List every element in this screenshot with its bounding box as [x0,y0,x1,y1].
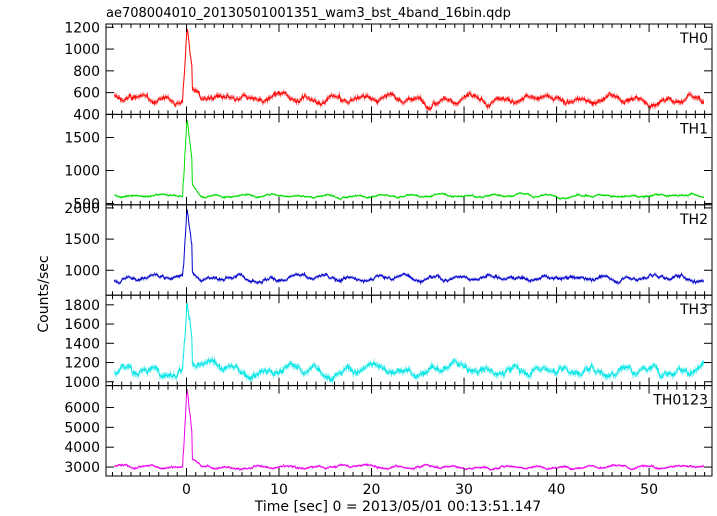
y-tick-label: 1400 [64,336,100,352]
series-th2 [113,209,704,286]
panel-th2: 1000 1500 2000 TH2 [64,201,713,296]
panel-label: TH1 [679,121,708,137]
y-tick-label: 1000 [64,42,100,58]
y-tick-label: 1500 [64,232,100,248]
y-tick-label: 1000 [64,263,100,279]
y-tick-label: 1600 [64,317,100,333]
panel-th3: 1000 1200 1400 1600 1800 TH3 [64,294,713,391]
series-line-th2 [113,209,704,286]
y-tick-label: 600 [73,86,100,102]
x-tick-label: 20 [363,482,381,498]
panels: 40060080010001200TH050010001500TH1100015… [64,20,713,498]
panel-label: TH0 [679,31,708,47]
y-tick-label: 500 [73,196,100,212]
x-tick-label: 10 [270,482,288,498]
panel-frame [105,204,713,296]
y-tick-label: 1000 [64,163,100,179]
y-tick-label: 1000 [64,375,100,391]
series-th3 [113,302,705,385]
x-tick-label: 40 [548,482,566,498]
error-bars-th2 [114,211,704,285]
series-line-th0123 [114,389,704,471]
chart-title: ae708004010_20130501001351_wam3_bst_4ban… [106,6,511,21]
x-tick-label: 30 [455,482,473,498]
y-tick-label: 5000 [64,420,100,436]
error-bars-th1 [114,122,704,201]
y-tick-label: 1800 [64,298,100,314]
y-tick-label: 400 [73,107,100,123]
y-tick-label: 6000 [64,400,100,416]
series-line-th3 [113,303,705,383]
series-line-th0 [113,29,705,111]
y-tick-label: 4000 [64,440,100,456]
panel-label: TH2 [679,212,708,228]
y-tick-label: 1200 [64,356,100,372]
y-tick-label: 800 [73,64,100,80]
series-th0 [113,28,705,112]
y-axis-label: Counts/sec [36,255,52,332]
error-bars-th0123 [114,392,704,472]
y-tick-label: 1500 [64,130,100,146]
y-tick-label: 3000 [64,460,100,476]
panel-th0123: 3000 4000 5000 6000 TH0123 [64,385,713,477]
panel-label: TH0123 [652,393,708,409]
series-line-th1 [114,119,704,201]
y-tick-label: 2000 [64,201,100,217]
x-tick-label: 50 [640,482,658,498]
panel-th0: 400 600 800 1000 1200 TH0 [64,20,713,123]
series-th1 [114,119,704,201]
series-th0123 [114,389,704,472]
y-tick-label: 1200 [64,20,100,36]
x-tick-label: 0 [182,482,191,498]
error-bars-th3 [114,302,704,385]
panel-frame [105,294,713,387]
x-axis-label: Time [sec] 0 = 2013/05/01 00:13:51.147 [254,499,541,515]
panel-label: TH3 [679,302,708,318]
panel-th1: 500 1000 1500 TH1 [64,113,713,212]
